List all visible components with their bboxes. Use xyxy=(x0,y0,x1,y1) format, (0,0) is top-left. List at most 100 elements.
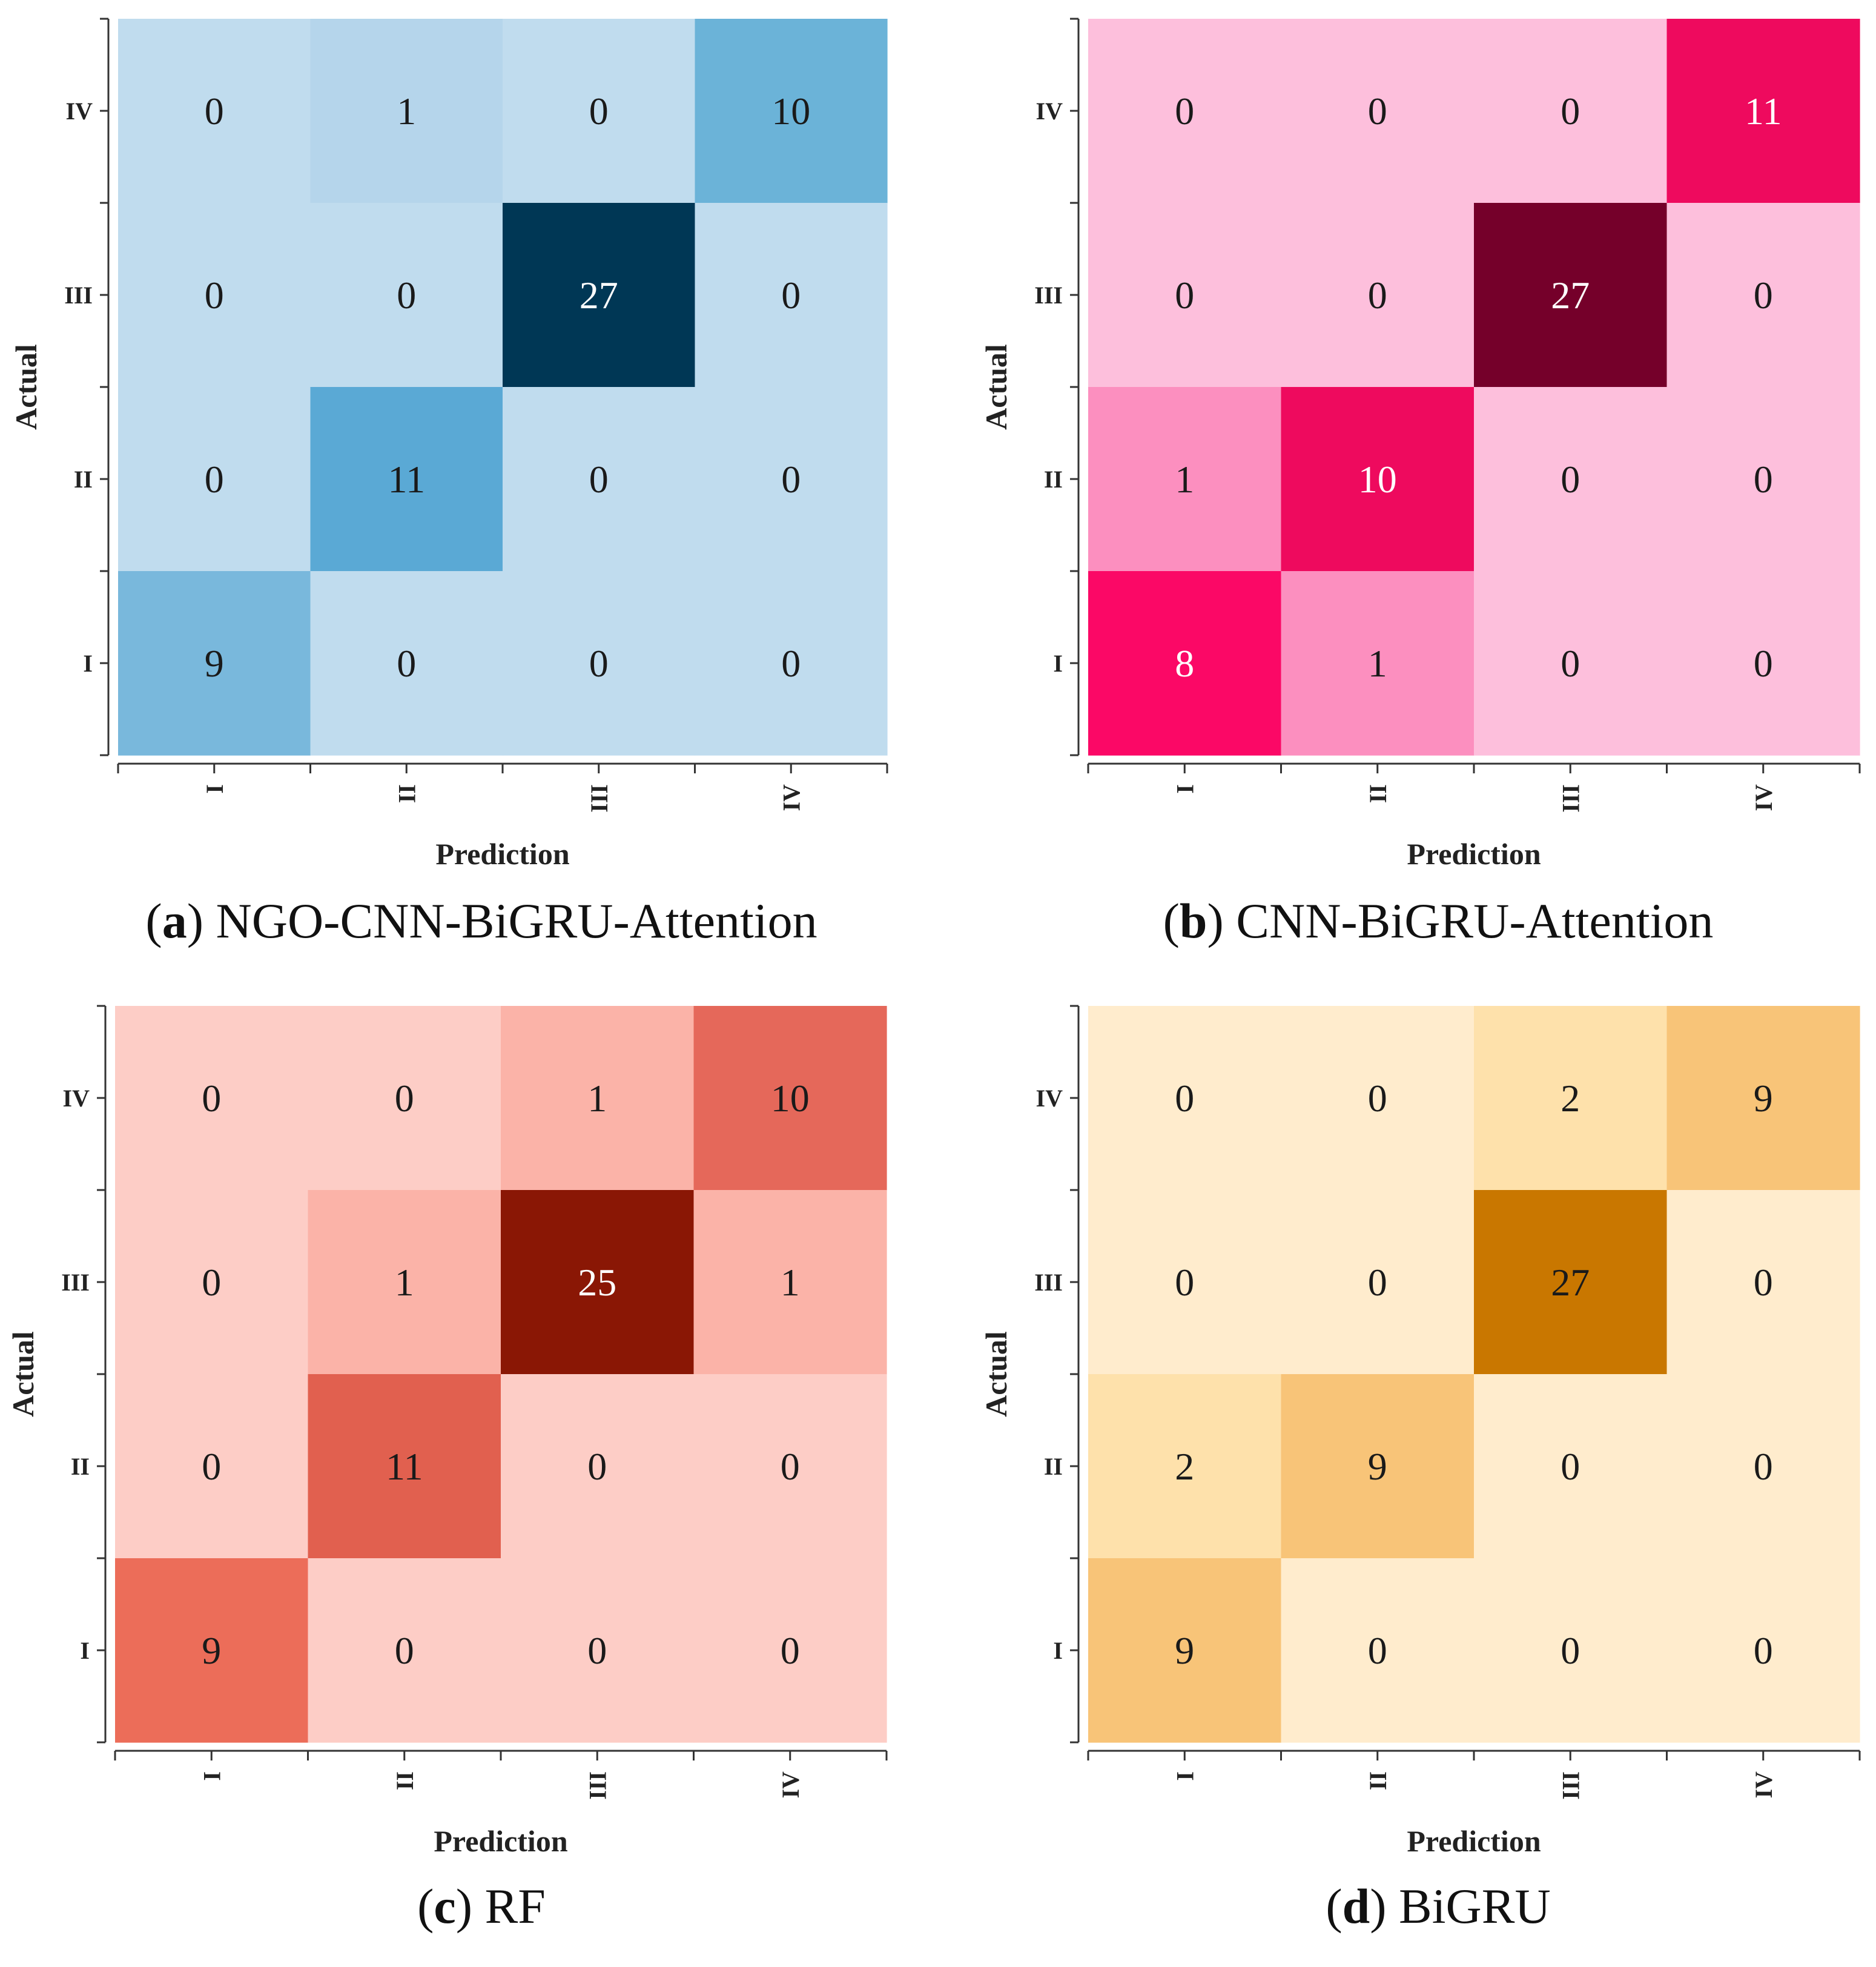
heatmap-cell xyxy=(1666,1006,1860,1191)
y-axis-title: Actual xyxy=(979,344,1013,430)
x-tick-label: IV xyxy=(777,1771,804,1799)
y-tick-label: II xyxy=(74,466,93,493)
cell-value-label: 1 xyxy=(781,1261,800,1304)
cell-value-label: 0 xyxy=(202,1077,221,1120)
cell-value-label: 0 xyxy=(1754,1629,1773,1672)
cell-value-label: 0 xyxy=(205,458,224,501)
cell-value-label: 9 xyxy=(1754,1077,1773,1120)
cell-value-label: 0 xyxy=(1175,90,1194,133)
x-tick-label: III xyxy=(1557,784,1584,813)
cell-value-label: 0 xyxy=(1368,1629,1387,1672)
cell-value-label: 0 xyxy=(397,642,416,685)
cell-value-label: 0 xyxy=(1561,1445,1580,1488)
y-tick-label: I xyxy=(83,650,93,677)
cell-value-label: 0 xyxy=(781,1445,800,1488)
heatmap-cell xyxy=(1666,1190,1860,1375)
y-tick-label: IV xyxy=(63,1085,90,1112)
heatmap-cell xyxy=(1666,19,1860,203)
cell-value-label: 0 xyxy=(781,274,801,317)
x-tick-label: III xyxy=(584,1771,611,1800)
heatmap-cell xyxy=(310,203,503,388)
heatmap-cell xyxy=(1474,1190,1668,1375)
heatmap-cell xyxy=(503,203,696,388)
caption-panel-letter: c xyxy=(434,1879,455,1934)
heatmap-cell xyxy=(1666,1374,1860,1559)
cell-value-label: 0 xyxy=(1368,90,1387,133)
heatmap-cell xyxy=(1474,1558,1668,1743)
cell-value-label: 27 xyxy=(1551,1261,1590,1304)
y-tick-label: III xyxy=(1034,282,1063,309)
cell-value-label: 0 xyxy=(1368,274,1387,317)
cell-value-label: 0 xyxy=(1754,1445,1773,1488)
cell-value-label: 2 xyxy=(1175,1445,1194,1488)
cell-value-label: 9 xyxy=(1368,1445,1387,1488)
y-tick-label: II xyxy=(1044,1453,1063,1480)
cell-value-label: 0 xyxy=(1754,274,1773,317)
heatmap-cell xyxy=(308,1006,501,1191)
cell-value-label: 1 xyxy=(1368,642,1387,685)
heatmap-cell xyxy=(1474,1374,1668,1559)
x-tick-label: IV xyxy=(1750,784,1777,812)
cell-value-label: 25 xyxy=(578,1261,616,1304)
y-tick-label: I xyxy=(1053,1637,1063,1664)
cell-value-label: 0 xyxy=(1368,1077,1387,1120)
heatmap-cell xyxy=(1281,571,1475,756)
heatmap-cell xyxy=(1281,203,1475,388)
x-tick-label: II xyxy=(1364,784,1392,803)
y-tick-label: I xyxy=(1053,650,1063,677)
heatmap-cell xyxy=(1088,19,1282,203)
cell-value-label: 0 xyxy=(1754,458,1773,501)
heatmap-cell xyxy=(501,1558,695,1743)
caption-panel-letter: b xyxy=(1180,893,1207,948)
heatmap-cell xyxy=(1474,1006,1668,1191)
x-axis-title: Prediction xyxy=(1407,1824,1541,1858)
cell-value-label: 0 xyxy=(1561,642,1580,685)
y-tick-label: I xyxy=(80,1637,90,1664)
cell-value-label: 9 xyxy=(1175,1629,1194,1672)
cell-value-label: 0 xyxy=(587,1445,607,1488)
heatmap-cell xyxy=(1474,571,1668,756)
cell-value-label: 0 xyxy=(1368,1261,1387,1304)
cell-value-label: 0 xyxy=(395,1077,414,1120)
caption-title: ) BiGRU xyxy=(1370,1879,1550,1934)
heatmap-cell xyxy=(310,571,503,756)
caption-open-paren: ( xyxy=(417,1879,434,1934)
x-tick-label: II xyxy=(393,784,420,803)
heatmap-cell xyxy=(118,387,311,572)
heatmap-cell xyxy=(695,571,888,756)
x-tick-label: II xyxy=(391,1771,418,1790)
heatmap-cell xyxy=(501,1006,695,1191)
heatmap-cell xyxy=(115,1190,309,1375)
heatmap-cell xyxy=(1281,387,1475,572)
x-axis-title: Prediction xyxy=(1407,837,1541,871)
x-tick-label: II xyxy=(1364,1771,1392,1790)
heatmap-cell xyxy=(115,1558,309,1743)
heatmap-cell xyxy=(115,1374,309,1559)
heatmap-cell xyxy=(308,1558,501,1743)
x-tick-label: IV xyxy=(778,784,805,812)
heatmap-cell xyxy=(1088,1190,1282,1375)
cell-value-label: 0 xyxy=(395,1629,414,1672)
caption-panel-letter: a xyxy=(162,893,187,948)
panel-caption: (a) NGO-CNN-BiGRU-Attention xyxy=(145,893,817,948)
x-tick-label: I xyxy=(198,1771,225,1781)
heatmap-cell xyxy=(1474,387,1668,572)
cell-value-label: 0 xyxy=(1561,1629,1580,1672)
caption-open-paren: ( xyxy=(1326,1879,1342,1934)
cell-value-label: 27 xyxy=(580,274,618,317)
cell-value-label: 10 xyxy=(771,1077,810,1120)
heatmap-cell xyxy=(1088,1558,1282,1743)
cell-value-label: 2 xyxy=(1561,1077,1580,1120)
heatmap-cell xyxy=(1088,387,1282,572)
caption-open-paren: ( xyxy=(1163,893,1180,948)
heatmap-cell xyxy=(1281,1558,1475,1743)
cell-value-label: 0 xyxy=(1561,458,1580,501)
caption-title: ) CNN-BiGRU-Attention xyxy=(1207,893,1714,948)
heatmap-cell xyxy=(693,1558,887,1743)
cell-value-label: 0 xyxy=(205,90,224,133)
y-tick-label: III xyxy=(64,282,93,309)
cell-value-label: 0 xyxy=(781,1629,800,1672)
cell-value-label: 11 xyxy=(388,458,425,501)
cell-value-label: 0 xyxy=(1754,1261,1773,1304)
